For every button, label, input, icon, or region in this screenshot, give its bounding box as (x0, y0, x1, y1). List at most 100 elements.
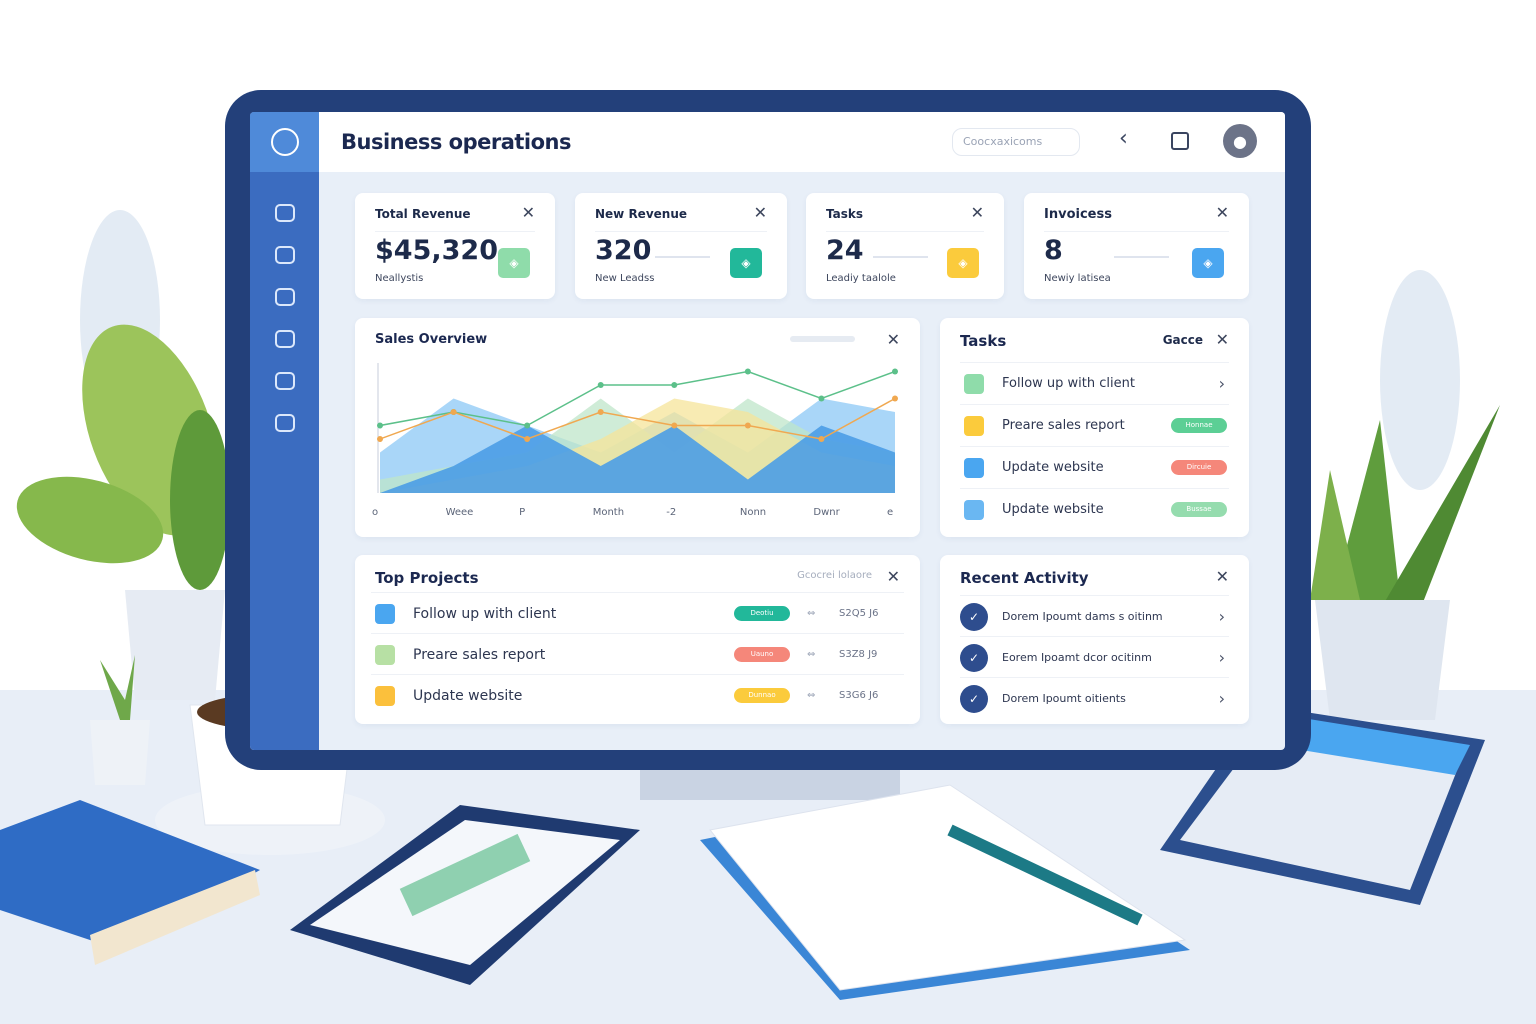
phone-icon (290, 805, 640, 985)
task-checkbox[interactable] (964, 457, 984, 478)
project-amount: S3G6 J6 (839, 690, 879, 701)
recent-activity-panel: Recent Activity ✕ ✓ Dorem Ipoumt dams s … (940, 555, 1249, 724)
task-status-pill: Bussae (1171, 502, 1227, 517)
stat-label: New Revenue (595, 207, 688, 221)
activity-row[interactable]: ✓ Eorem Ipoamt dcor ocitinm › (960, 636, 1229, 678)
sidebar-logo[interactable] (250, 112, 319, 172)
task-checkbox[interactable] (964, 415, 984, 436)
check-badge-icon: ✓ (960, 602, 988, 631)
task-row[interactable]: Update website Bussae (960, 488, 1229, 530)
chevron-right-icon[interactable]: › (1218, 374, 1225, 393)
stat-card-new-revenue[interactable]: New Revenue ✕ 320 New Leadss ◈ (575, 193, 787, 299)
close-icon[interactable]: ✕ (753, 203, 767, 222)
data-point (377, 436, 383, 442)
task-row[interactable]: Update website Dircuie (960, 446, 1229, 488)
project-row[interactable]: Update website Dunnao ⇔ S3G6 J6 (371, 674, 904, 716)
link-icon: ⇔ (807, 649, 816, 660)
plant-left-icon (16, 210, 230, 700)
stat-sub: Newiy latisea (1044, 273, 1111, 284)
stat-value: 320 (595, 235, 652, 266)
trend-line (873, 256, 928, 258)
project-amount: S3Z8 J9 (839, 649, 878, 660)
area-series-3 (380, 425, 895, 493)
task-label: Update website (1002, 502, 1104, 517)
data-point (671, 422, 678, 429)
range-slider[interactable] (790, 336, 855, 342)
data-point (892, 368, 898, 375)
activity-label: Dorem Ipoumt oitients (1002, 692, 1126, 705)
task-label: Preare sales report (1002, 418, 1125, 433)
chat-icon[interactable] (274, 372, 295, 390)
project-status-pill: Uauno (734, 647, 790, 662)
data-point (524, 436, 531, 442)
square-icon[interactable] (1171, 132, 1189, 150)
data-point (892, 395, 898, 402)
chevron-right-icon[interactable]: › (1218, 607, 1225, 626)
activity-label: Dorem Ipoumt dams s oitinm (1002, 610, 1163, 623)
data-point (377, 422, 383, 429)
x-tick-label: P (519, 507, 526, 518)
user-avatar-icon[interactable]: ● (1223, 124, 1257, 158)
project-status-pill: Deotiu (734, 606, 790, 621)
x-tick-label: Weee (445, 507, 474, 518)
data-point (818, 395, 825, 402)
task-checkbox[interactable] (964, 373, 984, 394)
close-icon[interactable]: ✕ (521, 203, 535, 222)
close-icon[interactable]: ✕ (1215, 203, 1229, 222)
tasks-action-link[interactable]: Gacce (1162, 333, 1203, 347)
project-row[interactable]: Follow up with client Deotiu ⇔ S2Q5 J6 (371, 592, 904, 634)
inbox-icon[interactable] (274, 246, 295, 264)
project-color-icon (375, 603, 395, 624)
search-input[interactable]: Coocxaxicoms (952, 128, 1080, 156)
close-icon[interactable]: ✕ (970, 203, 984, 222)
calendar-icon[interactable] (274, 414, 295, 432)
chevron-right-icon[interactable]: › (1218, 689, 1225, 708)
task-status-pill: Dircuie (1171, 460, 1227, 475)
mail-icon[interactable] (274, 330, 295, 348)
project-row[interactable]: Preare sales report Uauno ⇔ S3Z8 J9 (371, 633, 904, 675)
monitor-stand (640, 770, 900, 800)
close-icon[interactable]: ✕ (886, 330, 900, 349)
data-point (744, 422, 751, 429)
check-badge-icon: ✓ (960, 643, 988, 672)
data-point (744, 368, 751, 375)
project-color-icon (375, 644, 395, 665)
stat-card-invoices[interactable]: Invoicess ✕ 8 Newiy latisea ◈ (1024, 193, 1249, 299)
back-chevron-icon[interactable]: ‹ (1119, 126, 1128, 151)
task-checkbox[interactable] (964, 499, 984, 520)
close-icon[interactable]: ✕ (1215, 330, 1229, 349)
stat-card-total-revenue[interactable]: Total Revenue ✕ $45,320 Neallystis ◈ (355, 193, 555, 299)
notebook-blue-icon (0, 800, 260, 965)
chevron-right-icon[interactable]: › (1218, 648, 1225, 667)
chart-icon[interactable] (274, 204, 295, 222)
stat-label: Total Revenue (375, 207, 471, 221)
stat-card-tasks[interactable]: Tasks ✕ 24 Leadiy taalole ◈ (806, 193, 1004, 299)
project-label: Update website (413, 687, 523, 704)
close-icon[interactable]: ✕ (1215, 567, 1229, 586)
x-tick-label: Month (592, 507, 625, 518)
data-point (818, 436, 825, 442)
task-row[interactable]: Follow up with client › (960, 362, 1229, 404)
panel-title: Top Projects (375, 569, 479, 587)
stat-sub: New Leadss (595, 273, 655, 284)
task-row[interactable]: Preare sales report Honnae (960, 404, 1229, 446)
folder-icon[interactable] (274, 288, 295, 306)
panel-title: Sales Overview (375, 332, 488, 347)
stat-label: Invoicess (1044, 207, 1112, 222)
projects-action-link[interactable]: Gcocrei lolaore (797, 570, 872, 581)
data-point (597, 409, 604, 415)
stat-sub: Leadiy taalole (826, 273, 896, 284)
x-tick-label: Nonn (739, 507, 767, 518)
stat-label: Tasks (826, 207, 864, 221)
activity-row[interactable]: ✓ Dorem Ipoumt oitients › (960, 677, 1229, 719)
activity-row[interactable]: ✓ Dorem Ipoumt dams s oitinm › (960, 595, 1229, 637)
stat-sub: Neallystis (375, 273, 424, 284)
check-badge-icon: ✓ (960, 684, 988, 713)
page-title: Business operations (341, 130, 572, 154)
top-projects-panel: Top Projects Gcocrei lolaore ✕ Follow up… (355, 555, 920, 724)
panel-title: Recent Activity (960, 569, 1089, 587)
clock-logo-icon (270, 128, 299, 156)
line-series-0 (379, 370, 896, 427)
close-icon[interactable]: ✕ (886, 567, 900, 586)
trend-line (1114, 256, 1169, 258)
